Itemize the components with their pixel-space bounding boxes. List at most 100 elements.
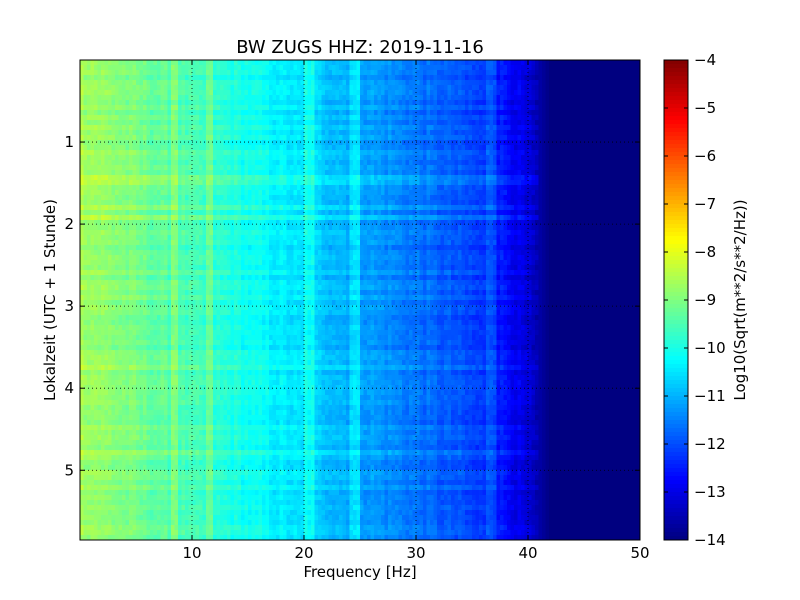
- heatmap-cell: [584, 75, 589, 81]
- heatmap-cell: [202, 65, 207, 71]
- heatmap-cell: [83, 205, 88, 211]
- heatmap-cell: [265, 195, 270, 201]
- heatmap-cell: [381, 80, 386, 86]
- heatmap-cell: [139, 100, 144, 106]
- heatmap-cell: [479, 180, 484, 186]
- heatmap-cell: [314, 130, 319, 136]
- heatmap-cell: [216, 85, 221, 91]
- heatmap-cell: [465, 170, 470, 176]
- heatmap-cell: [423, 175, 428, 181]
- heatmap-cell: [129, 95, 134, 101]
- heatmap-cell: [318, 65, 323, 71]
- heatmap-cell: [496, 65, 501, 71]
- heatmap-cell: [83, 160, 88, 166]
- heatmap-cell: [129, 215, 134, 221]
- heatmap-cell: [535, 150, 540, 156]
- heatmap-cell: [570, 80, 575, 86]
- heatmap-cell: [83, 125, 88, 131]
- heatmap-cell: [552, 180, 557, 186]
- heatmap-cell: [514, 60, 519, 66]
- heatmap-cell: [188, 115, 193, 121]
- heatmap-cell: [465, 105, 470, 111]
- heatmap-cell: [290, 205, 295, 211]
- heatmap-cell: [451, 90, 456, 96]
- heatmap-cell: [318, 200, 323, 206]
- heatmap-cell: [608, 185, 613, 191]
- heatmap-cell: [405, 160, 410, 166]
- heatmap-cell: [83, 155, 88, 161]
- heatmap-cell: [325, 110, 330, 116]
- heatmap-cell: [388, 60, 393, 66]
- heatmap-cell: [633, 100, 638, 106]
- heatmap-cell: [206, 60, 211, 66]
- heatmap-cell: [475, 155, 480, 161]
- heatmap-cell: [367, 95, 372, 101]
- heatmap-cell: [444, 120, 449, 126]
- heatmap-cell: [314, 100, 319, 106]
- heatmap-cell: [482, 175, 487, 181]
- heatmap-cell: [584, 130, 589, 136]
- heatmap-cell: [528, 145, 533, 151]
- heatmap-cell: [475, 135, 480, 141]
- heatmap-cell: [510, 175, 515, 181]
- heatmap-cell: [591, 155, 596, 161]
- heatmap-cell: [559, 80, 564, 86]
- heatmap-cell: [129, 155, 134, 161]
- heatmap-cell: [542, 165, 547, 171]
- heatmap-cell: [349, 95, 354, 101]
- heatmap-cell: [503, 75, 508, 81]
- heatmap-cell: [472, 85, 477, 91]
- heatmap-cell: [97, 165, 102, 171]
- heatmap-cell: [129, 170, 134, 176]
- heatmap-cell: [101, 180, 106, 186]
- heatmap-cell: [297, 135, 302, 141]
- heatmap-cell: [360, 140, 365, 146]
- heatmap-cell: [136, 100, 141, 106]
- heatmap-cell: [237, 160, 242, 166]
- heatmap-cell: [122, 135, 127, 141]
- heatmap-cell: [272, 150, 277, 156]
- heatmap-cell: [328, 200, 333, 206]
- heatmap-cell: [507, 120, 512, 126]
- heatmap-cell: [104, 135, 109, 141]
- heatmap-cell: [423, 115, 428, 121]
- heatmap-cell: [559, 170, 564, 176]
- heatmap-cell: [440, 75, 445, 81]
- heatmap-cell: [619, 105, 624, 111]
- heatmap-cell: [570, 120, 575, 126]
- heatmap-cell: [258, 125, 263, 131]
- heatmap-cell: [503, 115, 508, 121]
- heatmap-cell: [192, 205, 197, 211]
- heatmap-cell: [216, 70, 221, 76]
- heatmap-cell: [293, 95, 298, 101]
- heatmap-cell: [213, 70, 218, 76]
- heatmap-cell: [360, 210, 365, 216]
- heatmap-cell: [342, 185, 347, 191]
- heatmap-cell: [262, 160, 267, 166]
- heatmap-cell: [374, 130, 379, 136]
- heatmap-cell: [178, 120, 183, 126]
- heatmap-cell: [192, 110, 197, 116]
- heatmap-cell: [419, 180, 424, 186]
- heatmap-cell: [622, 120, 627, 126]
- heatmap-cell: [80, 165, 85, 171]
- heatmap-cell: [482, 70, 487, 76]
- heatmap-cell: [132, 155, 137, 161]
- heatmap-cell: [440, 160, 445, 166]
- heatmap-cell: [237, 85, 242, 91]
- heatmap-cell: [230, 105, 235, 111]
- heatmap-cell: [220, 95, 225, 101]
- heatmap-cell: [356, 120, 361, 126]
- heatmap-cell: [185, 140, 190, 146]
- heatmap-cell: [440, 135, 445, 141]
- heatmap-cell: [451, 125, 456, 131]
- heatmap-cell: [136, 135, 141, 141]
- heatmap-cell: [272, 145, 277, 151]
- heatmap-cell: [311, 200, 316, 206]
- heatmap-cell: [416, 160, 421, 166]
- heatmap-cell: [339, 110, 344, 116]
- heatmap-cell: [430, 165, 435, 171]
- heatmap-cell: [384, 105, 389, 111]
- heatmap-cell: [178, 200, 183, 206]
- heatmap-cell: [248, 95, 253, 101]
